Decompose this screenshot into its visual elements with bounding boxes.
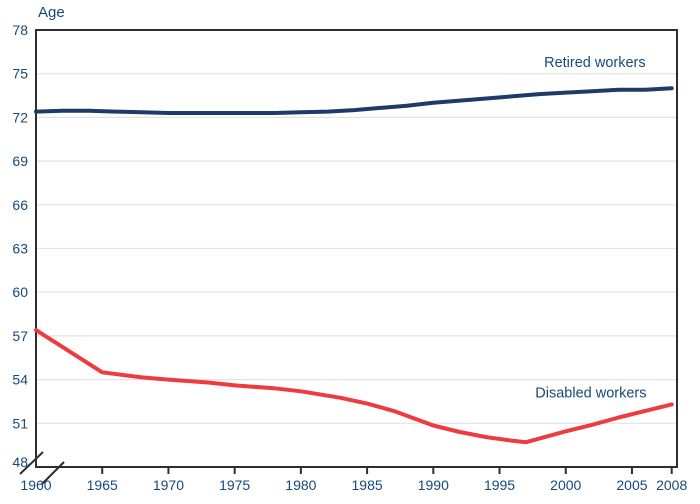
x-tick-label-1995: 1995: [484, 477, 515, 493]
x-tick-label-1990: 1990: [418, 477, 449, 493]
plot-frame-group: [35, 29, 678, 468]
x-tick-label-1965: 1965: [87, 477, 118, 493]
y-tick-label-54: 54: [12, 372, 28, 388]
series-label-disabled-workers: Disabled workers: [535, 386, 646, 402]
series-labels-group: Retired workers Disabled workers: [535, 55, 646, 402]
y-tick-label-72: 72: [12, 109, 28, 125]
axis-break-mark-1: [19, 451, 44, 475]
y-tick-label-78: 78: [12, 22, 28, 38]
plot-border: [35, 29, 678, 468]
y-tick-label-60: 60: [12, 284, 28, 300]
y-tick-label-48: 48: [12, 454, 28, 470]
series-lines-group: [34, 86, 674, 445]
x-tick-label-2005: 2005: [616, 477, 647, 493]
y-tick-label-69: 69: [12, 153, 28, 169]
x-tick-label-1980: 1980: [285, 477, 316, 493]
tick-marks-group: [19, 451, 673, 485]
x-tick-label-1970: 1970: [153, 477, 184, 493]
x-tick-label-2008: 2008: [656, 477, 687, 493]
x-tick-label-1975: 1975: [219, 477, 250, 493]
series-line-retired-workers: [34, 86, 674, 115]
y-tick-label-63: 63: [12, 241, 28, 257]
series-line-disabled-workers: [34, 328, 674, 445]
y-tick-label-51: 51: [12, 415, 28, 431]
y-tick-label-66: 66: [12, 197, 28, 213]
x-tick-label-1985: 1985: [352, 477, 383, 493]
y-tick-label-57: 57: [12, 328, 28, 344]
y-tick-label-75: 75: [12, 66, 28, 82]
tick-labels-group: 48 51 54 57 60 63 66 69 72 75 78 1960 1965 1970 1975 19…: [12, 22, 687, 493]
x-tick-label-2000: 2000: [550, 477, 581, 493]
x-tick-label-1960: 1960: [20, 477, 51, 493]
series-label-retired-workers: Retired workers: [544, 55, 646, 71]
gridlines-group: [36, 73, 677, 424]
axis-break-mark-2: [41, 461, 65, 485]
y-axis-title: Age: [38, 4, 65, 21]
